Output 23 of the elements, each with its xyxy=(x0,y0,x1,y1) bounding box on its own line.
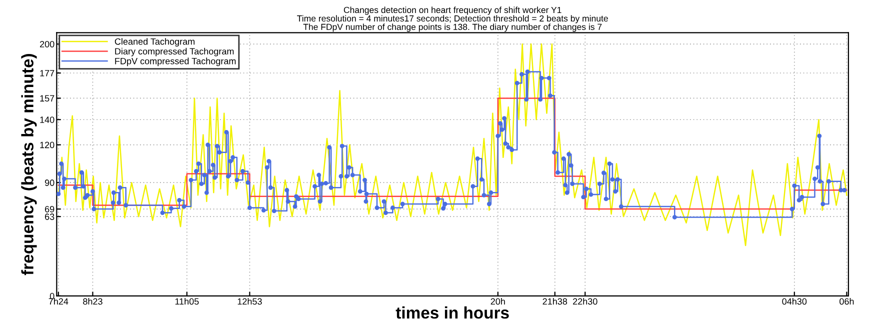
x-tick-label: 20h xyxy=(490,298,505,305)
y-tick-label: 69 xyxy=(45,206,54,212)
y-tick-label: 177 xyxy=(40,70,54,76)
y-tick-label: 200 xyxy=(40,41,54,48)
x-tick-label: 8h23 xyxy=(83,298,102,305)
x-tick-label: 22h30 xyxy=(573,298,598,305)
y-axis-title: frequency (beats by minute) xyxy=(21,54,37,276)
y-tick-label: 90 xyxy=(44,180,54,186)
x-tick-label: 11h05 xyxy=(175,298,199,305)
legend-label: FDpV compressed Tachogram xyxy=(115,58,236,66)
y-tick-label: 63 xyxy=(45,214,54,220)
y-tick-label: 157 xyxy=(40,95,54,102)
y-tick-label: 120 xyxy=(40,142,54,148)
x-tick-label: 04h30 xyxy=(782,298,807,305)
x-tick-label: 21h38 xyxy=(542,298,568,305)
chart-title: Changes detection on heart frequency of shift worker Y1 Time resolution = 4 minutes17 seconds; Detection threshold = 2 beats by minute The FDpV number of change points is 138. The diary number of changes is 7 xyxy=(297,6,608,32)
x-tick-label: 06h xyxy=(840,298,854,305)
legend-label: Cleaned Tachogram xyxy=(114,38,194,47)
x-tick-label: 12h53 xyxy=(238,298,262,305)
x-tick-label: 7h24 xyxy=(48,298,68,305)
legend-label: Diary compressed Tachogram xyxy=(115,48,234,56)
x-axis-title: times in hours xyxy=(396,306,509,319)
y-tick-label: 140 xyxy=(40,116,54,123)
